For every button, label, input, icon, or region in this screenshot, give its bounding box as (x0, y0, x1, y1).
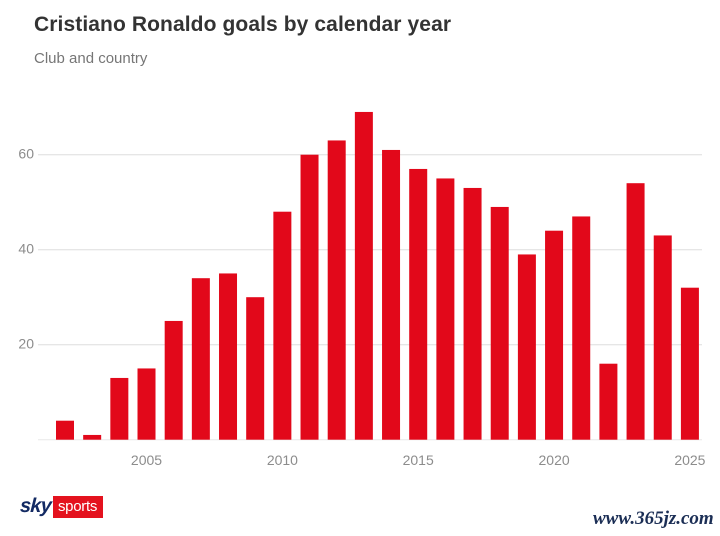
svg-text:2005: 2005 (131, 452, 162, 468)
svg-text:60: 60 (18, 146, 34, 162)
svg-text:2020: 2020 (539, 452, 570, 468)
svg-text:2010: 2010 (267, 452, 298, 468)
svg-text:20: 20 (18, 336, 34, 352)
svg-text:2025: 2025 (674, 452, 705, 468)
svg-text:40: 40 (18, 241, 34, 257)
svg-text:2015: 2015 (403, 452, 434, 468)
